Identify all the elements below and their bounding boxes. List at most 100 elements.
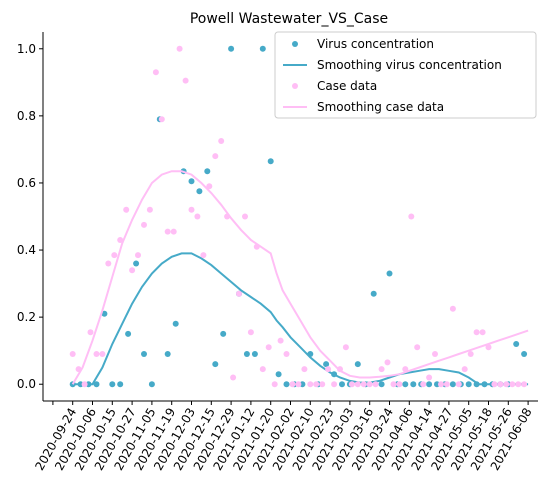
series-line-1 <box>72 252 529 386</box>
data-point <box>432 351 438 357</box>
data-point <box>236 290 242 297</box>
data-point <box>283 351 290 357</box>
data-point <box>342 344 349 351</box>
data-point <box>188 178 195 185</box>
data-point <box>125 330 132 337</box>
data-point <box>426 381 433 388</box>
data-point <box>141 221 147 228</box>
data-point <box>307 381 314 388</box>
x-ticks: 2020-09-242020-10-062020-10-152020-10-27… <box>32 401 535 473</box>
legend-swatch <box>292 41 298 47</box>
data-point <box>135 252 141 259</box>
data-point <box>513 341 520 347</box>
legend-label: Case data <box>317 79 377 93</box>
data-point <box>426 374 433 381</box>
data-point <box>182 77 189 84</box>
data-point <box>443 381 450 388</box>
data-point <box>117 381 124 388</box>
data-point <box>521 351 528 357</box>
data-point <box>348 381 355 388</box>
data-point <box>473 329 480 336</box>
data-point <box>390 381 397 388</box>
data-point <box>438 381 444 388</box>
data-point <box>148 381 155 388</box>
data-point <box>194 213 201 220</box>
data-point <box>515 381 522 388</box>
data-point <box>360 381 367 388</box>
y-tick-label: 1.0 <box>17 42 36 56</box>
data-point <box>271 381 278 388</box>
legend-label: Virus concentration <box>317 37 434 51</box>
data-point <box>370 290 377 297</box>
data-point <box>158 116 165 123</box>
data-point <box>386 270 393 277</box>
data-point <box>265 344 272 351</box>
data-point <box>455 381 462 388</box>
y-tick-label: 0.0 <box>17 377 36 391</box>
data-point <box>323 361 330 368</box>
data-point <box>123 206 130 213</box>
legend-label: Smoothing case data <box>317 100 444 114</box>
legend-label: Smoothing virus concentration <box>317 58 502 72</box>
data-point <box>212 153 219 160</box>
y-tick-label: 0.6 <box>17 176 36 190</box>
data-point <box>111 252 118 259</box>
data-point <box>372 381 379 388</box>
data-point <box>467 351 474 357</box>
data-point <box>479 329 486 336</box>
data-point <box>497 381 504 388</box>
data-point <box>164 228 171 235</box>
data-point <box>81 381 88 388</box>
data-point <box>465 381 472 388</box>
data-point <box>491 381 498 388</box>
data-point <box>251 351 258 357</box>
y-tick-label: 0.8 <box>17 109 36 123</box>
y-tick-label: 0.2 <box>17 310 36 324</box>
data-point <box>402 366 409 373</box>
data-point <box>146 206 153 213</box>
legend-swatch <box>292 83 298 89</box>
data-point <box>101 310 108 317</box>
data-point <box>105 260 112 267</box>
data-point <box>295 381 302 388</box>
data-point <box>503 381 510 388</box>
data-point <box>133 260 140 267</box>
data-point <box>172 320 179 327</box>
data-point <box>283 381 290 388</box>
data-point <box>378 381 385 388</box>
data-point <box>93 381 100 388</box>
data-point <box>277 337 284 344</box>
data-point <box>204 168 211 175</box>
data-point <box>243 351 250 357</box>
data-point <box>220 330 227 337</box>
data-point <box>354 361 361 368</box>
data-point <box>164 351 171 357</box>
data-point <box>275 371 282 378</box>
data-point <box>301 366 308 373</box>
data-point <box>319 381 326 388</box>
data-point <box>289 381 296 388</box>
data-point <box>378 366 385 373</box>
legend: Virus concentration Smoothing virus conce… <box>274 31 537 119</box>
data-point <box>339 381 345 388</box>
data-point <box>117 237 124 243</box>
data-point <box>200 252 207 259</box>
data-point <box>313 381 320 388</box>
data-point <box>242 213 248 220</box>
data-point <box>420 381 427 388</box>
data-point <box>449 381 456 388</box>
series-line-3 <box>71 170 529 385</box>
data-point <box>176 45 183 52</box>
data-point <box>228 45 235 52</box>
data-point <box>230 374 237 381</box>
data-point <box>259 45 266 52</box>
data-point <box>87 329 94 336</box>
data-point <box>109 381 116 388</box>
data-point <box>152 69 159 76</box>
data-point <box>267 158 274 165</box>
data-point <box>414 344 421 351</box>
data-point <box>396 381 403 388</box>
data-point <box>354 381 361 388</box>
y-ticks: 0.0 0.2 0.4 0.6 0.8 1.0 <box>17 42 43 391</box>
